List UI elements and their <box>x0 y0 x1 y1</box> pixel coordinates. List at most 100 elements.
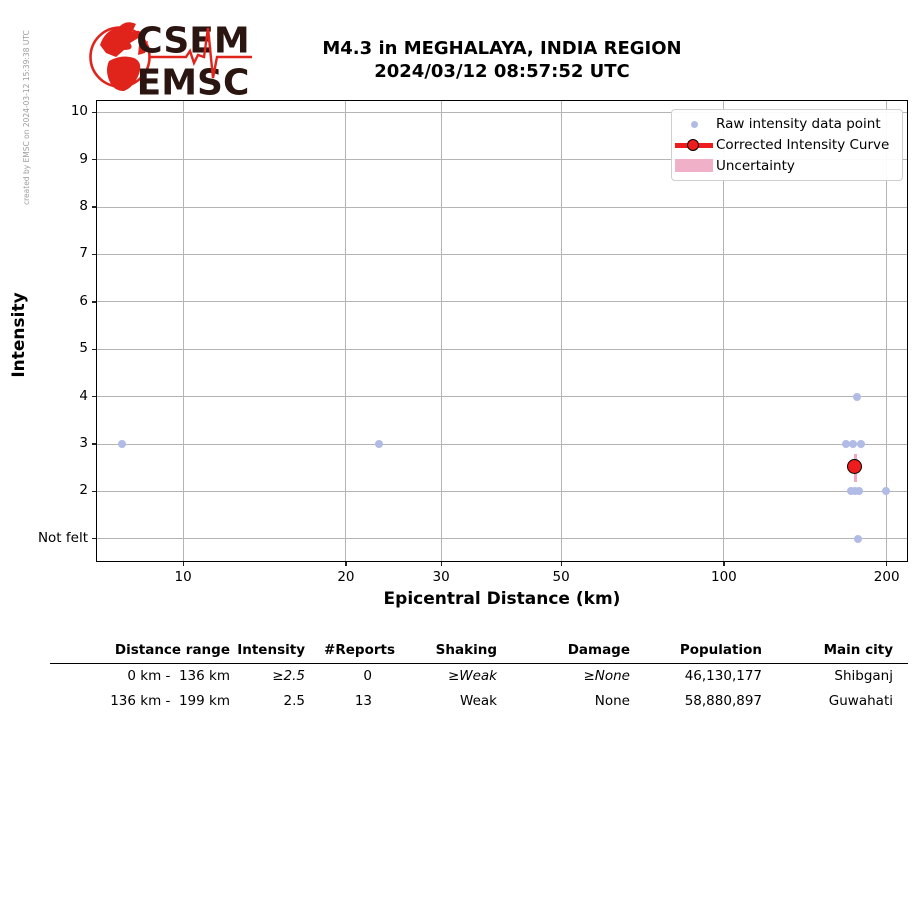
x-tick <box>440 562 442 566</box>
legend-entry-corrected: Corrected Intensity Curve <box>672 135 898 156</box>
y-tick-label: 5 <box>79 340 88 357</box>
title-datetime: 2024/03/12 08:57:52 UTC <box>374 61 630 82</box>
table-cell: None <box>594 692 630 709</box>
legend-label: Corrected Intensity Curve <box>716 137 890 153</box>
x-tick-label: 200 <box>873 569 900 585</box>
x-axis-label: Epicentral Distance (km) <box>383 589 621 609</box>
x-tick <box>182 562 184 566</box>
y-gridline <box>96 490 908 492</box>
raw-data-point <box>881 487 890 496</box>
y-tick <box>92 111 96 114</box>
table-cell: 58,880,897 <box>684 692 762 709</box>
legend-label: Raw intensity data point <box>716 116 881 133</box>
x-gridline <box>182 100 184 562</box>
y-gridline <box>96 538 908 540</box>
raw-point-swatch <box>672 120 716 128</box>
table-cell: ≥Weak <box>447 668 497 684</box>
seismogram-icon <box>150 27 252 79</box>
raw-data-point <box>374 440 383 448</box>
y-tick <box>92 253 96 256</box>
table-cell: ≥2.5 <box>272 668 305 684</box>
y-tick <box>92 348 96 350</box>
x-tick-label: 10 <box>174 569 192 585</box>
legend-label: Uncertainty <box>716 157 795 174</box>
y-tick <box>92 490 96 493</box>
x-tick <box>886 562 888 566</box>
table-header: Shaking <box>435 642 497 658</box>
y-tick-label: 7 <box>79 245 88 262</box>
table-cell: 13 <box>354 692 372 709</box>
y-gridline <box>96 396 908 398</box>
y-gridline <box>96 159 908 161</box>
uncertainty-swatch <box>672 159 716 173</box>
table-cell: Guwahati <box>828 692 893 709</box>
table-cell: 0 km - 136 km <box>127 668 230 684</box>
table-header: #Reports <box>324 642 395 658</box>
raw-data-point <box>853 534 862 543</box>
emsc-logo: CSEM EMSC <box>89 21 252 104</box>
y-tick <box>92 396 96 398</box>
y-tick-label: 2 <box>79 482 88 499</box>
x-gridline <box>886 100 888 562</box>
logo-text-emsc: EMSC <box>137 63 250 104</box>
table-header: Distance range <box>114 642 230 658</box>
y-tick <box>92 443 96 445</box>
y-gridline <box>96 206 908 208</box>
raw-data-point <box>117 440 126 448</box>
table-header: Population <box>679 642 762 658</box>
table-header: Intensity <box>237 642 305 658</box>
corrected-intensity-marker <box>847 459 863 475</box>
table-cell: Weak <box>460 692 497 709</box>
logo-text-csem: CSEM <box>136 21 249 62</box>
x-tick-label: 50 <box>552 569 570 585</box>
table-header: Damage <box>567 642 630 658</box>
raw-data-point <box>855 487 864 496</box>
raw-data-point <box>841 440 850 448</box>
x-tick-label: 20 <box>337 569 355 585</box>
y-tick-label: 4 <box>79 387 88 404</box>
y-tick-label: 3 <box>79 435 88 451</box>
y-tick-label: 10 <box>70 103 88 120</box>
y-tick-label: Not felt <box>37 529 88 546</box>
chart-legend: Raw intensity data point Corrected Inten… <box>671 109 903 181</box>
table-cell: ≥None <box>583 668 630 684</box>
x-gridline <box>723 100 725 562</box>
table-cell: 2.5 <box>283 692 305 709</box>
title-event: M4.3 in MEGHALAYA, INDIA REGION <box>322 38 682 59</box>
y-tick <box>92 159 96 161</box>
y-tick <box>92 206 96 208</box>
raw-data-point <box>847 487 856 496</box>
y-tick-label: 9 <box>79 150 88 167</box>
legend-entry-raw: Raw intensity data point <box>672 114 898 135</box>
x-gridline <box>440 100 442 562</box>
y-tick <box>92 301 96 303</box>
table-cell: 0 <box>363 668 372 684</box>
y-tick-label: 6 <box>79 292 88 309</box>
y-axis-label: Intensity <box>9 292 29 378</box>
raw-data-point <box>856 440 865 448</box>
x-gridline <box>560 100 562 562</box>
raw-data-point <box>852 392 861 401</box>
corrected-curve-swatch <box>672 138 716 153</box>
y-tick <box>92 538 96 540</box>
table-header: Main city <box>823 642 893 658</box>
x-tick <box>345 562 347 566</box>
y-tick-label: 8 <box>79 198 88 215</box>
x-tick <box>723 562 725 566</box>
y-gridline <box>96 253 908 255</box>
y-gridline <box>96 443 908 445</box>
legend-entry-uncertainty: Uncertainty <box>672 155 898 176</box>
raw-data-point <box>848 440 857 448</box>
x-tick-label: 30 <box>432 569 450 585</box>
table-header-line <box>50 663 908 665</box>
x-tick-label: 100 <box>711 569 737 585</box>
x-tick <box>560 562 562 566</box>
y-gridline <box>96 301 908 303</box>
y-gridline <box>96 348 908 350</box>
table-cell: 136 km - 199 km <box>110 692 230 709</box>
x-gridline <box>345 100 347 562</box>
table-cell: 46,130,177 <box>684 668 762 684</box>
table-cell: Shibganj <box>834 668 893 684</box>
figure-title: M4.3 in MEGHALAYA, INDIA REGION 2024/03/… <box>96 37 908 83</box>
